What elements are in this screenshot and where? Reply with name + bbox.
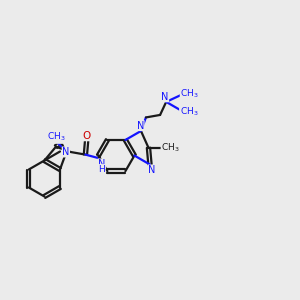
Text: N: N xyxy=(62,147,70,157)
Text: CH$_3$: CH$_3$ xyxy=(161,142,180,154)
Text: N: N xyxy=(98,159,105,169)
Text: CH$_3$: CH$_3$ xyxy=(47,131,65,143)
Text: O: O xyxy=(82,131,91,141)
Text: H: H xyxy=(98,165,105,174)
Text: N: N xyxy=(137,121,144,130)
Text: N: N xyxy=(148,165,155,175)
Text: CH$_3$: CH$_3$ xyxy=(180,88,199,100)
Text: N: N xyxy=(161,92,169,102)
Text: CH$_3$: CH$_3$ xyxy=(180,105,198,118)
